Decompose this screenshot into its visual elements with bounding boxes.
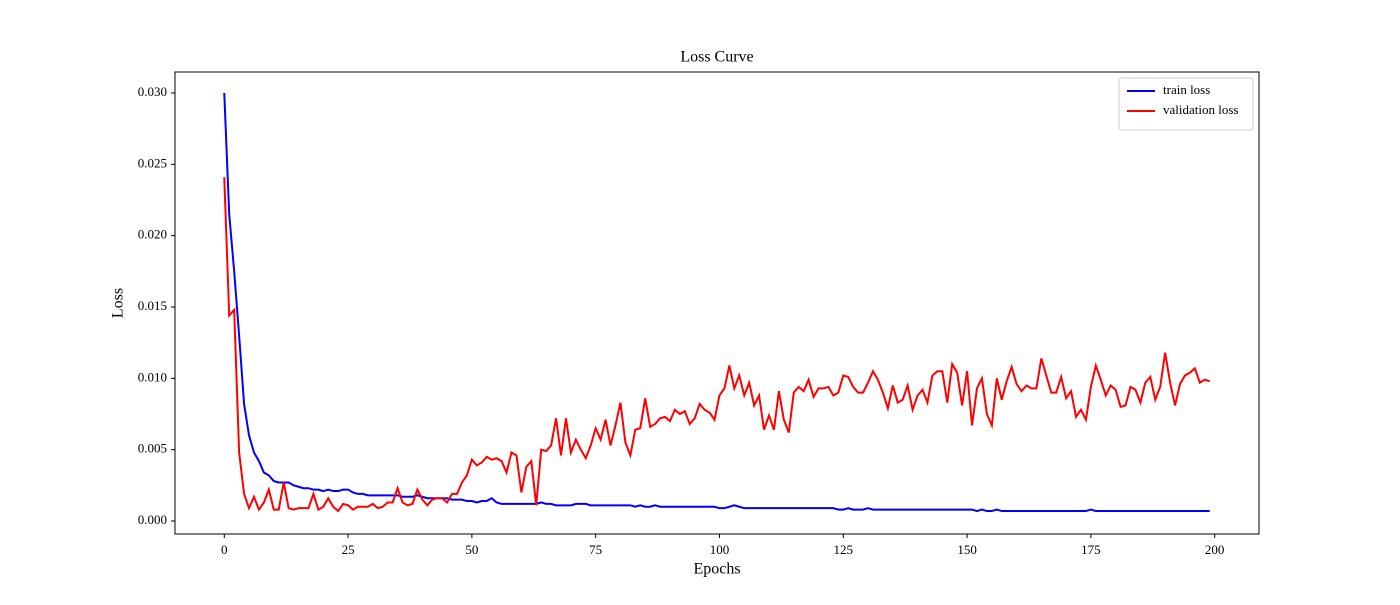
legend-label: train loss (1163, 82, 1210, 97)
x-tick-label: 150 (957, 542, 977, 557)
x-axis-label: Epochs (693, 561, 740, 578)
plot-frame (174, 71, 1260, 535)
y-tick-label: 0.025 (138, 155, 167, 170)
x-tick-label: 200 (1205, 542, 1225, 557)
chart-title: Loss Curve (680, 49, 753, 66)
y-axis-label: Loss (110, 288, 127, 318)
x-tick-label: 25 (342, 542, 355, 557)
x-tick-label: 0 (221, 542, 228, 557)
x-tick-label: 75 (589, 542, 602, 557)
x-tick-label: 175 (1081, 542, 1101, 557)
y-tick-label: 0.010 (138, 369, 167, 384)
y-tick-label: 0.015 (138, 298, 167, 313)
y-tick-label: 0.030 (138, 84, 167, 99)
x-tick-label: 100 (710, 542, 730, 557)
x-tick-label: 50 (465, 542, 478, 557)
y-tick-label: 0.000 (138, 512, 167, 527)
y-tick-label: 0.020 (138, 227, 167, 242)
y-tick-label: 0.005 (138, 441, 167, 456)
line-series (223, 177, 1211, 513)
line-series (223, 92, 1210, 513)
legend-label: validation loss (1163, 102, 1238, 117)
x-tick-label: 125 (834, 542, 854, 557)
